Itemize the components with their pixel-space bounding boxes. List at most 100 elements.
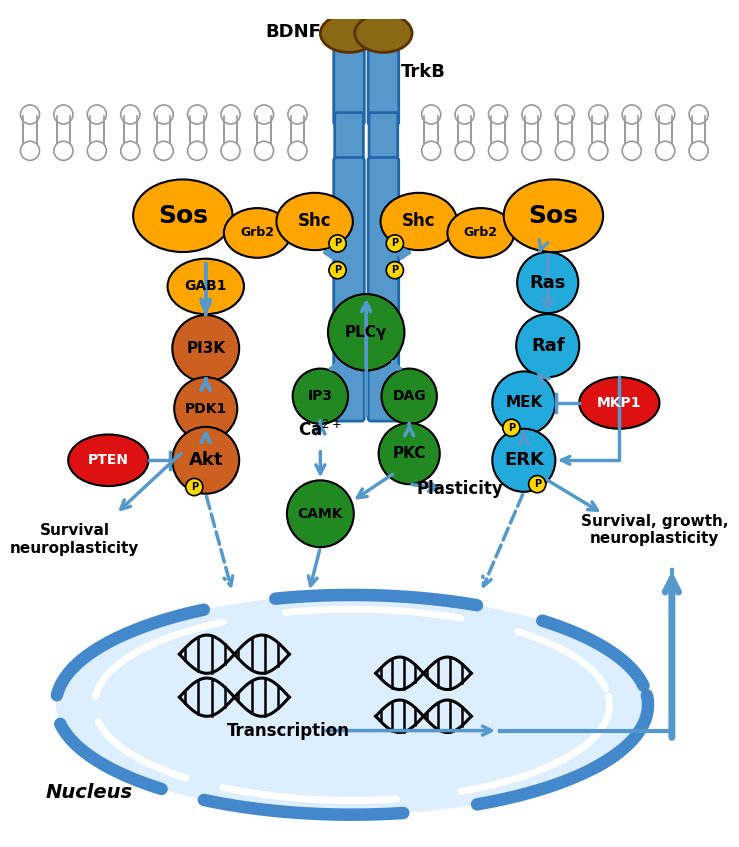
Text: Grb2: Grb2 <box>240 226 274 240</box>
Text: PDK1: PDK1 <box>185 401 227 416</box>
Circle shape <box>21 141 39 160</box>
Text: Nucleus: Nucleus <box>46 783 133 802</box>
Text: P: P <box>534 479 541 490</box>
Circle shape <box>328 294 404 370</box>
Ellipse shape <box>447 208 514 257</box>
Text: P: P <box>392 239 398 248</box>
Circle shape <box>87 141 106 160</box>
FancyBboxPatch shape <box>335 113 364 164</box>
FancyBboxPatch shape <box>368 36 399 125</box>
Circle shape <box>154 141 173 160</box>
Text: Grb2: Grb2 <box>464 226 498 240</box>
Circle shape <box>87 105 106 124</box>
Circle shape <box>329 262 346 279</box>
Text: Raf: Raf <box>531 336 565 355</box>
Circle shape <box>54 105 73 124</box>
Ellipse shape <box>321 14 378 53</box>
FancyBboxPatch shape <box>369 113 398 164</box>
Circle shape <box>555 105 574 124</box>
Text: P: P <box>191 482 198 492</box>
Circle shape <box>492 429 555 492</box>
Text: Survival
neuroplasticity: Survival neuroplasticity <box>10 523 140 556</box>
Text: CAMK: CAMK <box>298 507 343 521</box>
Circle shape <box>589 105 608 124</box>
Circle shape <box>492 372 555 435</box>
Text: Akt: Akt <box>188 451 223 469</box>
Text: MKP1: MKP1 <box>597 396 641 410</box>
Circle shape <box>287 480 354 547</box>
Circle shape <box>516 314 579 377</box>
Circle shape <box>288 105 307 124</box>
Text: DAG: DAG <box>392 390 426 403</box>
Circle shape <box>528 475 546 493</box>
Text: PKC: PKC <box>392 446 426 461</box>
FancyBboxPatch shape <box>334 158 364 421</box>
Text: Sos: Sos <box>158 204 208 228</box>
Circle shape <box>21 105 39 124</box>
Circle shape <box>555 141 574 160</box>
Circle shape <box>522 141 541 160</box>
Circle shape <box>622 105 641 124</box>
Circle shape <box>689 141 708 160</box>
Text: PI3K: PI3K <box>186 341 225 356</box>
Ellipse shape <box>381 193 457 250</box>
Circle shape <box>503 419 520 436</box>
Circle shape <box>120 105 140 124</box>
Circle shape <box>188 141 207 160</box>
Circle shape <box>254 141 273 160</box>
Circle shape <box>422 141 440 160</box>
Ellipse shape <box>133 180 233 252</box>
Ellipse shape <box>579 377 659 429</box>
Circle shape <box>188 105 207 124</box>
Text: IP3: IP3 <box>308 390 333 403</box>
Circle shape <box>120 141 140 160</box>
Text: P: P <box>508 423 515 433</box>
Text: PLCγ: PLCγ <box>345 324 387 340</box>
Text: P: P <box>334 239 341 248</box>
Text: TrkB: TrkB <box>401 63 446 80</box>
Text: PTEN: PTEN <box>88 453 129 468</box>
Text: Sos: Sos <box>528 204 579 228</box>
Circle shape <box>172 315 239 382</box>
FancyBboxPatch shape <box>368 158 399 421</box>
Circle shape <box>172 427 239 494</box>
Circle shape <box>288 141 307 160</box>
Text: Plasticity: Plasticity <box>417 480 503 498</box>
Text: ERK: ERK <box>504 451 544 469</box>
Text: Ras: Ras <box>530 274 566 291</box>
Circle shape <box>174 377 237 440</box>
Circle shape <box>386 235 403 252</box>
Ellipse shape <box>224 208 290 257</box>
Circle shape <box>622 141 641 160</box>
Text: Survival, growth,
neuroplasticity: Survival, growth, neuroplasticity <box>581 514 729 546</box>
Circle shape <box>522 105 541 124</box>
Ellipse shape <box>504 180 603 252</box>
Circle shape <box>221 141 240 160</box>
Ellipse shape <box>55 595 648 815</box>
Text: Shc: Shc <box>402 213 435 230</box>
Text: Transcription: Transcription <box>226 722 350 739</box>
Circle shape <box>422 105 440 124</box>
Circle shape <box>589 141 608 160</box>
Circle shape <box>221 105 240 124</box>
Circle shape <box>655 105 675 124</box>
Ellipse shape <box>168 258 244 314</box>
Circle shape <box>293 368 348 424</box>
Ellipse shape <box>68 435 149 486</box>
Text: GAB1: GAB1 <box>185 280 227 293</box>
Ellipse shape <box>276 193 353 250</box>
Circle shape <box>254 105 273 124</box>
Text: Shc: Shc <box>298 213 332 230</box>
Circle shape <box>378 423 440 484</box>
Circle shape <box>455 141 474 160</box>
Circle shape <box>154 105 173 124</box>
Text: BDNF: BDNF <box>266 24 321 42</box>
Circle shape <box>381 368 437 424</box>
Circle shape <box>689 105 708 124</box>
Circle shape <box>488 105 508 124</box>
Circle shape <box>54 141 73 160</box>
Text: MEK: MEK <box>505 396 542 411</box>
Circle shape <box>517 252 579 313</box>
Text: Ca$^{2+}$: Ca$^{2+}$ <box>299 419 342 440</box>
Circle shape <box>488 141 508 160</box>
